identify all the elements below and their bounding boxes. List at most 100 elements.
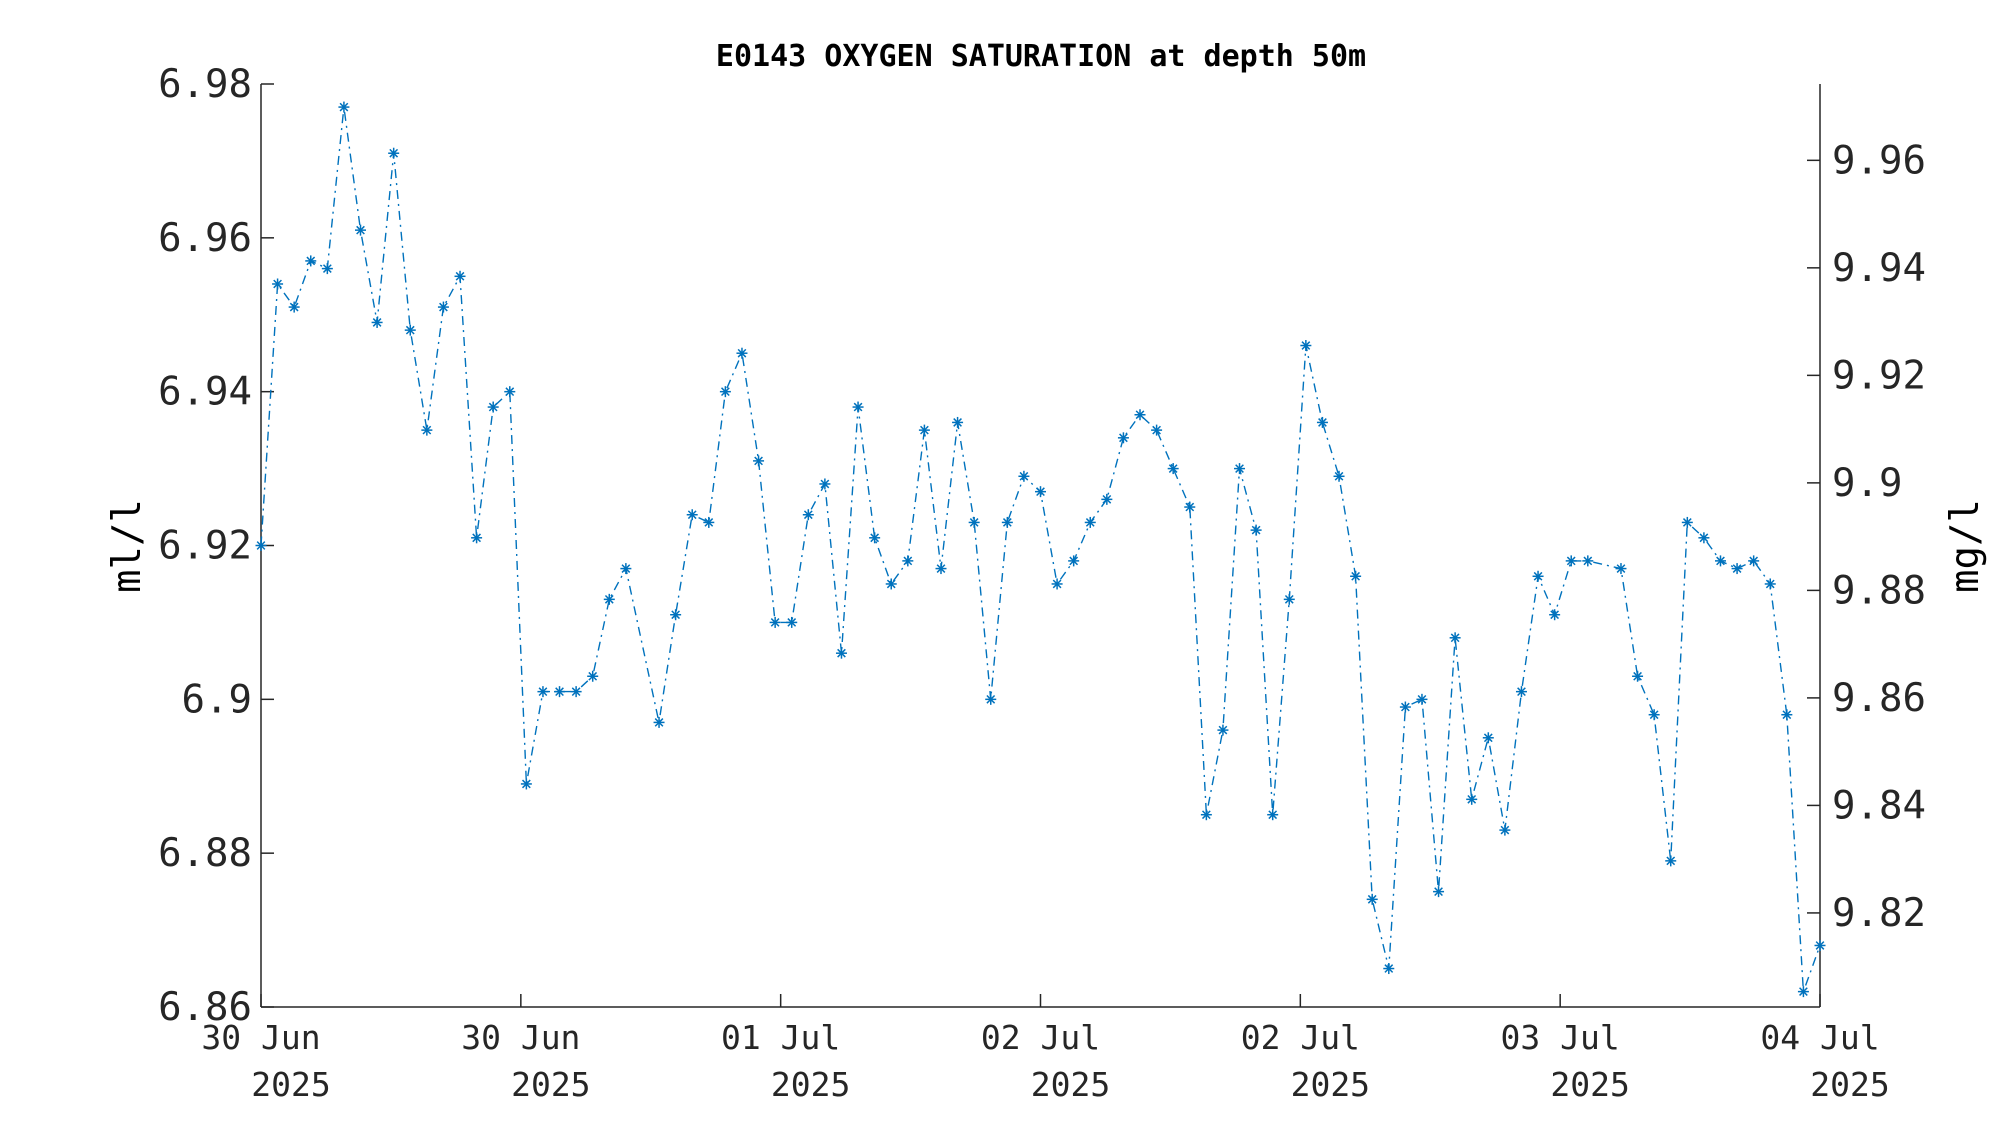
x-tick-day-label: 30 Jun <box>201 1018 320 1057</box>
data-point-marker <box>338 101 350 113</box>
right-y-tick-label: 9.96 <box>1832 138 1926 183</box>
data-point-marker <box>1582 555 1594 567</box>
chart-title: E0143 OXYGEN SATURATION at depth 50m <box>716 39 1366 74</box>
x-ticks: 30 Jun 2025 30 Jun 2025 01 Jul 2025 02 Jul 2025… <box>201 994 1890 1104</box>
data-point-marker <box>1383 963 1395 975</box>
data-point-marker <box>968 516 980 528</box>
data-point-marker <box>1399 701 1411 713</box>
data-point-marker <box>1532 570 1544 582</box>
left-y-tick-label: 6.98 <box>158 62 252 107</box>
data-point-marker <box>736 347 748 359</box>
x-tick-year-label: 2025 <box>251 1065 330 1104</box>
data-point-marker <box>935 563 947 575</box>
data-point-marker <box>1416 693 1428 705</box>
data-point-marker <box>1234 463 1246 475</box>
x-tick-day-label: 02 Jul <box>981 1018 1100 1057</box>
data-point-marker <box>570 686 582 698</box>
right-y-tick-label: 9.86 <box>1832 676 1926 721</box>
data-point-marker <box>1267 809 1279 821</box>
data-point-marker <box>371 316 383 328</box>
data-point-marker <box>819 478 831 490</box>
x-tick-day-label: 30 Jun <box>461 1018 580 1057</box>
data-point-marker <box>388 147 400 159</box>
data-point-marker <box>1565 555 1577 567</box>
data-point-marker <box>321 263 333 275</box>
data-point-marker <box>1300 340 1312 352</box>
data-point-marker <box>471 532 483 544</box>
data-point-marker <box>1117 432 1129 444</box>
data-point-marker <box>952 416 964 428</box>
right-y-tick-label: 9.92 <box>1832 353 1926 398</box>
data-point-marker <box>835 647 847 659</box>
right-y-tick-label: 9.82 <box>1832 891 1926 936</box>
data-point-marker <box>686 509 698 521</box>
right-y-tick-label: 9.9 <box>1832 461 1902 506</box>
x-tick-year-label: 2025 <box>1291 1065 1370 1104</box>
data-point-marker <box>703 516 715 528</box>
left-y-ticks: 6.86 6.88 6.9 6.92 6.94 6.96 6.98 <box>158 62 274 1030</box>
x-tick-year-label: 2025 <box>771 1065 850 1104</box>
data-point-marker <box>255 540 267 551</box>
data-point-marker <box>1350 570 1362 582</box>
data-point-marker <box>305 255 317 267</box>
data-point-marker <box>1698 532 1710 544</box>
x-tick-year-label: 2025 <box>1031 1065 1110 1104</box>
data-point-marker <box>1466 793 1478 805</box>
x-tick-year-label: 2025 <box>511 1065 590 1104</box>
data-point-marker <box>537 686 549 698</box>
data-point-marker <box>653 716 665 728</box>
right-y-ticks: 9.82 9.84 9.86 9.88 9.9 9.92 9.94 9.96 <box>1807 138 1926 936</box>
data-point-marker <box>1433 886 1445 898</box>
data-point-marker <box>1035 486 1046 498</box>
x-tick-year-label: 2025 <box>1810 1065 1889 1104</box>
data-point-marker <box>437 301 449 313</box>
data-point-marker <box>1632 670 1644 682</box>
data-point-marker <box>1333 470 1345 482</box>
data-point-marker <box>1515 686 1527 698</box>
data-point-marker <box>421 424 433 436</box>
x-tick-year-label: 2025 <box>1550 1065 1629 1104</box>
data-point-marker <box>1068 555 1080 567</box>
series-layer <box>255 101 1826 998</box>
data-point-marker <box>1797 986 1809 998</box>
data-point-marker <box>719 386 731 398</box>
data-point-marker <box>272 278 284 290</box>
data-point-marker <box>1217 724 1229 736</box>
data-point-marker <box>902 555 914 567</box>
left-y-tick-label: 6.88 <box>158 831 252 876</box>
x-tick-day-label: 03 Jul <box>1501 1018 1620 1057</box>
data-point-marker <box>985 693 997 705</box>
data-point-marker <box>1084 516 1096 528</box>
left-y-tick-label: 6.94 <box>158 370 252 415</box>
data-point-marker <box>1167 463 1179 475</box>
data-point-marker <box>1549 609 1561 621</box>
data-point-marker <box>918 424 930 436</box>
data-point-marker <box>1665 855 1677 867</box>
data-point-marker <box>1250 524 1262 536</box>
data-point-marker <box>355 224 367 236</box>
data-point-marker <box>1615 563 1627 575</box>
data-point-marker <box>1316 416 1328 428</box>
right-y-tick-label: 9.88 <box>1832 568 1926 613</box>
data-point-marker <box>487 401 499 413</box>
data-point-marker <box>1051 578 1063 590</box>
data-point-marker <box>603 593 615 605</box>
left-y-axis-label: ml/l <box>105 499 150 593</box>
data-point-marker <box>504 386 516 398</box>
data-point-marker <box>1781 709 1793 721</box>
data-point-marker <box>1001 516 1013 528</box>
data-point-marker <box>885 578 897 590</box>
x-tick-day-label: 02 Jul <box>1241 1018 1360 1057</box>
data-point-marker <box>670 609 682 621</box>
data-point-marker <box>1200 809 1212 821</box>
data-point-marker <box>1366 893 1378 905</box>
right-y-axis-label: mg/l <box>1943 499 1988 593</box>
data-point-marker <box>404 324 416 336</box>
data-point-marker <box>1283 593 1295 605</box>
data-point-marker <box>786 616 798 628</box>
data-point-marker <box>852 401 864 413</box>
data-point-marker <box>288 301 300 313</box>
left-y-tick-label: 6.9 <box>182 677 252 722</box>
